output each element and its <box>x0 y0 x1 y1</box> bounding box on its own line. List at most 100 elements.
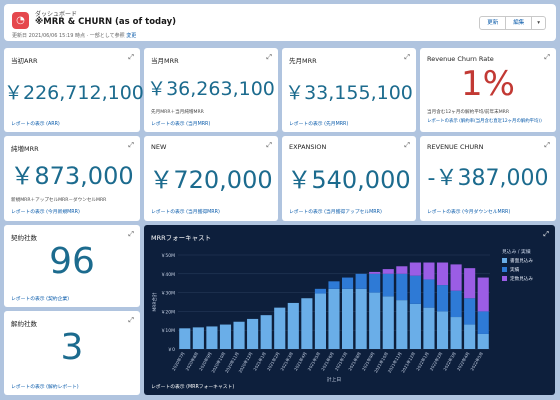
card-title: 当初ARR <box>11 57 38 65</box>
bar-segment <box>450 290 462 318</box>
expand-icon[interactable]: ⤢ <box>544 141 550 149</box>
dashboard-header: ◔ ダッシュボード ※MRR & CHURN (as of today) 更新日… <box>4 4 556 41</box>
view-report-link[interactable]: レポートの表示 (当月獲得MRR) <box>151 210 220 215</box>
bar-segment <box>409 262 421 276</box>
card-arr: 当初ARR ⤢ ￥226,712,100 レポートの表示 (ARR) <box>4 48 144 132</box>
bar-segment <box>477 277 489 312</box>
bar-segment <box>314 288 326 294</box>
card-title: 契約社数 <box>11 234 37 242</box>
view-report-link[interactable]: レポートの表示 (契約企業) <box>11 297 70 302</box>
bar-segment <box>477 333 489 349</box>
x-tick-label: 2022年1月 <box>414 351 430 372</box>
bar-segment <box>450 264 462 291</box>
card-title: NEW <box>151 143 167 151</box>
header-meta: 更新日 2021/06/06 15:19 時点 · 一部として参照 変更 <box>12 32 136 39</box>
y-tick-label: ￥30M <box>161 291 175 297</box>
more-actions-dropdown[interactable]: ▾ <box>532 16 546 30</box>
bar-segment <box>382 296 394 349</box>
expand-icon[interactable]: ⤢ <box>128 53 134 61</box>
x-tick-label: 2021年3月 <box>279 351 295 372</box>
card-description: 新規MRR＋アップセルMRR－ダウンセルMRR <box>11 198 107 203</box>
card-title: MRRフォーキャスト <box>151 234 212 242</box>
card-title: 純増MRR <box>11 145 39 153</box>
card-title: 先月MRR <box>289 57 317 65</box>
bar-segment <box>342 288 354 349</box>
refresh-button[interactable]: 更新 <box>479 16 507 30</box>
card-mrr-forecast: MRRフォーキャスト ⤢ ￥0 ￥10M ￥20M ￥30M ￥40M ￥50M MRR合計… <box>144 225 555 395</box>
x-tick-label: 2022年2月 <box>428 351 444 372</box>
bar-segment <box>219 324 232 349</box>
edit-button[interactable]: 編集 <box>506 16 533 30</box>
bar-segment <box>301 298 313 349</box>
bar-segment <box>206 326 218 349</box>
metric-value: ￥720,000 <box>149 166 273 194</box>
view-report-link[interactable]: レポートの表示 (解約レポート) <box>11 385 79 390</box>
bar-segment <box>192 327 204 349</box>
bar-segment <box>287 302 299 349</box>
bar-segment <box>260 315 272 349</box>
x-tick-label: 2022年5月 <box>469 351 485 372</box>
bar-segment <box>382 269 394 274</box>
expand-icon[interactable]: ⤢ <box>266 141 272 149</box>
expand-icon[interactable]: ⤢ <box>404 141 410 149</box>
x-tick-label: 2021年6月 <box>319 351 335 372</box>
view-report-link[interactable]: レポートの表示 (今月新規MRR) <box>11 210 80 215</box>
bar-segment <box>423 307 435 349</box>
card-mrr-current: 当月MRR ⤢ ￥36,263,100 先月MRR＋当月純増MRR レポートの表… <box>144 48 278 132</box>
view-report-link[interactable]: レポートの表示 (当月MRR) <box>151 122 211 127</box>
x-tick-label: 2021年9月 <box>360 351 376 372</box>
legend-swatch <box>502 276 507 281</box>
bar-segment <box>369 292 381 349</box>
metric-value: -￥387,000 <box>427 166 549 191</box>
bar-segment <box>247 318 259 349</box>
bar-segment <box>464 324 476 349</box>
metric-value: 1% <box>461 64 515 104</box>
view-report-link[interactable]: レポートの表示 (ARR) <box>11 122 60 127</box>
expand-icon[interactable]: ⤢ <box>266 53 272 61</box>
change-viewer-link[interactable]: 変更 <box>126 33 137 39</box>
view-report-link[interactable]: レポートの表示 (今月ダウンセルMRR) <box>427 210 511 215</box>
bar-segment <box>436 262 449 286</box>
x-axis-label: 計上日 <box>327 376 341 383</box>
expand-icon[interactable]: ⤢ <box>544 53 550 61</box>
bar-segment <box>342 277 354 289</box>
metric-value: 3 <box>60 327 84 368</box>
view-report-link[interactable]: レポートの表示 (当月獲得アップセルMRR) <box>289 210 382 215</box>
x-tick-label: 2020年7月 <box>170 351 186 372</box>
bar-segment <box>328 281 340 289</box>
view-report-link[interactable]: レポートの表示 (先月MRR) <box>289 122 349 127</box>
card-net-mrr: 純増MRR ⤢ ￥873,000 新規MRR＋アップセルMRR－ダウンセルMRR… <box>4 136 140 221</box>
x-tick-label: 2021年7月 <box>333 351 349 372</box>
bar-segment <box>355 288 367 349</box>
metric-value: ￥873,000 <box>10 162 134 190</box>
bar-segment <box>477 311 489 334</box>
card-title: EXPANSION <box>289 143 327 151</box>
x-tick-label: 2021年2月 <box>265 351 281 372</box>
bar-segment <box>328 288 340 349</box>
dashboard-icon: ◔ <box>12 12 29 29</box>
expand-icon[interactable]: ⤢ <box>404 53 410 61</box>
expand-icon[interactable]: ⤢ <box>128 316 134 324</box>
view-report-link[interactable]: レポートの表示 (解約率(当月含む直近12ヶ月の解約平均)) <box>427 119 542 124</box>
x-tick-label: 2021年8月 <box>346 351 362 372</box>
bar-segment <box>233 321 245 349</box>
y-tick-label: ￥50M <box>161 253 175 259</box>
x-tick-label: 2020年8月 <box>184 351 200 372</box>
expand-icon[interactable]: ⤢ <box>128 141 134 149</box>
expand-icon[interactable]: ⤢ <box>543 230 549 238</box>
card-description: 当月含む12ヶ月の解約平均/前年末MRR <box>427 110 510 115</box>
legend-entry: 実績 <box>510 266 520 273</box>
card-churn-rate: Revenue Churn Rate ⤢ 1% 当月含む12ヶ月の解約平均/前年… <box>420 48 556 132</box>
bar-segment <box>436 311 449 349</box>
bar-segment <box>409 275 421 304</box>
x-tick-label: 2021年5月 <box>306 351 322 372</box>
view-report-link[interactable]: レポートの表示 (MRRフォーキャスト) <box>151 385 235 390</box>
legend-swatch <box>502 267 507 272</box>
x-tick-label: 2021年4月 <box>292 351 308 372</box>
metric-value: 96 <box>49 241 95 282</box>
x-tick-label: 2022年4月 <box>455 351 471 372</box>
card-mrr-previous: 先月MRR ⤢ ￥33,155,100 レポートの表示 (先月MRR) <box>282 48 416 132</box>
expand-icon[interactable]: ⤢ <box>128 230 134 238</box>
card-title: 当月MRR <box>151 57 179 65</box>
header-subtitle: ダッシュボード <box>35 11 78 18</box>
